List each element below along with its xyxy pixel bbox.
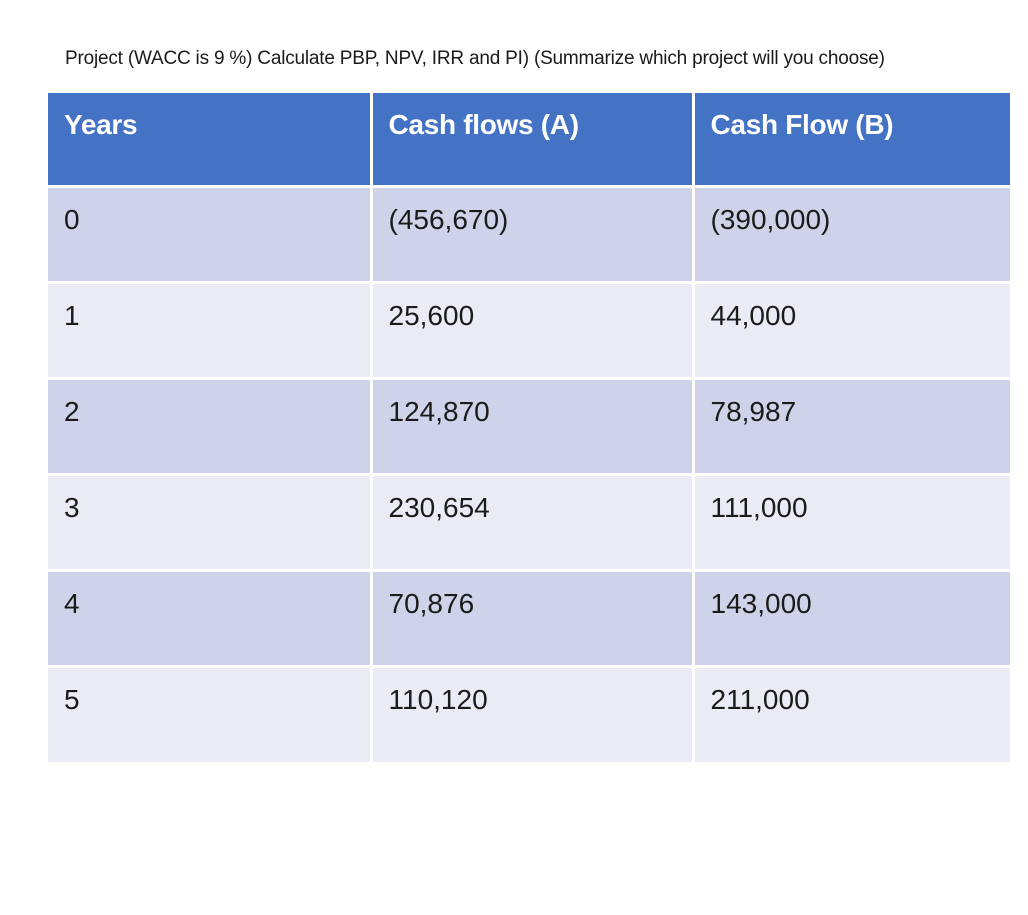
- year-cell: 5: [48, 666, 373, 762]
- cash-flow-b-cell: 211,000: [693, 666, 1010, 762]
- table-row: 4 70,876 143,000: [48, 570, 1010, 668]
- year-cell: 4: [48, 570, 373, 668]
- column-header-cash-flow-b: Cash Flow (B): [693, 93, 1010, 188]
- cash-flow-a-cell: 25,600: [371, 282, 695, 380]
- year-cell: 0: [48, 186, 373, 284]
- table-row: 3 230,654 111,000: [48, 474, 1010, 572]
- table-header-row: Years Cash flows (A) Cash Flow (B): [48, 93, 1010, 188]
- cash-flow-a-cell: 70,876: [371, 570, 695, 668]
- cash-flow-b-cell: 78,987: [693, 378, 1010, 476]
- cash-flow-b-cell: 143,000: [693, 570, 1010, 668]
- table-row: 2 124,870 78,987: [48, 378, 1010, 476]
- table-row: 5 110,120 211,000: [48, 666, 1010, 762]
- page-title: Project (WACC is 9 %) Calculate PBP, NPV…: [65, 48, 885, 69]
- cash-flow-a-cell: 110,120: [371, 666, 695, 762]
- cash-flow-a-cell: 230,654: [371, 474, 695, 572]
- year-cell: 3: [48, 474, 373, 572]
- cash-flow-b-cell: 111,000: [693, 474, 1010, 572]
- cash-flow-a-cell: 124,870: [371, 378, 695, 476]
- column-header-years: Years: [48, 93, 373, 188]
- column-header-cash-flows-a: Cash flows (A): [371, 93, 695, 188]
- year-cell: 2: [48, 378, 373, 476]
- cash-flow-b-cell: (390,000): [693, 186, 1010, 284]
- year-cell: 1: [48, 282, 373, 380]
- table-row: 1 25,600 44,000: [48, 282, 1010, 380]
- cash-flow-a-cell: (456,670): [371, 186, 695, 284]
- cash-flow-b-cell: 44,000: [693, 282, 1010, 380]
- table-row: 0 (456,670) (390,000): [48, 186, 1010, 284]
- cash-flow-table: Years Cash flows (A) Cash Flow (B) 0 (45…: [48, 93, 1010, 762]
